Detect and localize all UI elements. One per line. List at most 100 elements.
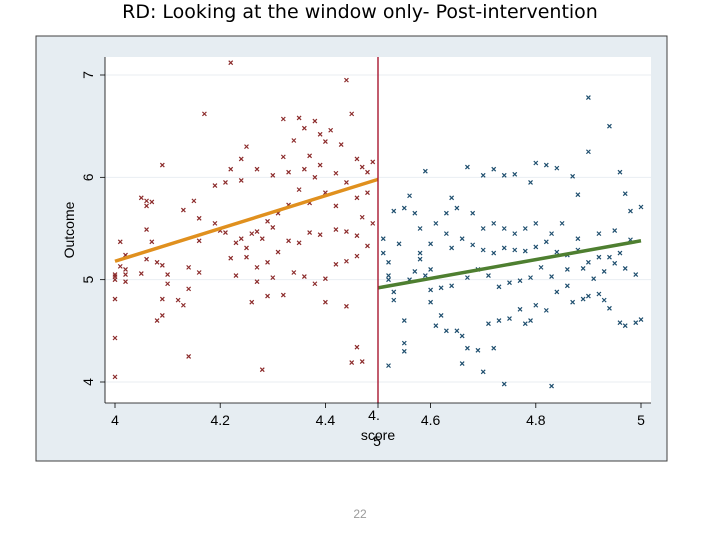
scatter-point — [123, 279, 128, 285]
scatter-point — [175, 297, 181, 303]
scatter-point — [212, 183, 218, 188]
scatter-point — [386, 273, 391, 278]
scatter-point — [622, 191, 628, 197]
scatter-point — [417, 250, 423, 256]
scatter-point — [391, 289, 397, 295]
scatter-point — [422, 168, 428, 174]
scatter-point — [344, 258, 349, 264]
scatter-point — [412, 269, 418, 274]
scatter-point — [607, 305, 612, 311]
scatter-point — [312, 118, 318, 124]
scatter-point — [617, 250, 623, 256]
scatter-point — [296, 115, 302, 121]
scatter-point — [365, 243, 370, 249]
x-tick-label: 5 — [637, 412, 645, 428]
scatter-point — [401, 318, 407, 324]
scatter-point — [322, 276, 328, 282]
scatter-point — [359, 214, 365, 220]
scatter-point — [459, 333, 465, 339]
scatter-point — [249, 231, 255, 237]
scatter-point — [622, 323, 628, 329]
scatter-point — [228, 60, 234, 66]
scatter-point — [607, 123, 612, 129]
scatter-point — [459, 361, 465, 367]
scatter-point — [265, 293, 270, 299]
scatter-point — [417, 256, 423, 262]
scatter-point — [291, 138, 297, 143]
scatter-point — [601, 297, 607, 303]
scatter-point — [491, 166, 497, 172]
scatter-point — [291, 270, 297, 275]
scatter-point — [422, 273, 428, 278]
scatter-point — [538, 264, 544, 270]
scatter-point — [301, 274, 307, 280]
scatter-point — [317, 232, 323, 238]
scatter-point — [344, 229, 349, 234]
scatter-point — [159, 296, 165, 302]
scatter-point — [186, 264, 192, 270]
scatter-point — [533, 302, 539, 308]
scatter-point — [238, 156, 244, 162]
x-tick-label: 4.4 — [316, 412, 336, 428]
scatter-point — [380, 250, 386, 256]
scatter-point — [270, 225, 276, 230]
scatter-point — [638, 204, 644, 210]
scatter-point — [191, 198, 197, 204]
scatter-point — [428, 287, 434, 293]
scatter-point — [412, 210, 418, 216]
scatter-point — [228, 166, 234, 172]
scatter-point — [459, 236, 465, 242]
scatter-point — [301, 166, 307, 172]
scatter-point — [349, 360, 355, 365]
scatter-point — [307, 153, 313, 159]
scatter-point — [533, 244, 539, 250]
fit-line — [114, 177, 379, 263]
scatter-point — [254, 264, 260, 270]
scatter-point — [123, 272, 128, 277]
scatter-point — [180, 302, 186, 308]
scatter-point — [580, 265, 586, 271]
scatter-point — [280, 292, 286, 298]
scatter-point — [223, 180, 228, 185]
scatter-point — [333, 203, 339, 209]
fit-lines — [114, 177, 642, 290]
scatter-point — [201, 111, 207, 117]
scatter-point — [517, 306, 523, 312]
scatter-point — [601, 269, 607, 274]
scatter-point — [543, 162, 549, 168]
scatter-point — [512, 231, 518, 237]
scatter-point — [533, 220, 539, 226]
cutoff-label-top: 4. — [368, 407, 380, 423]
scatter-point — [428, 241, 434, 247]
scatter-point — [228, 255, 234, 261]
scatter-point — [496, 318, 502, 324]
scatter-point — [433, 323, 439, 329]
scatter-point — [312, 174, 318, 180]
scatter-point — [196, 238, 202, 244]
scatter-point — [254, 166, 260, 172]
scatter-point — [464, 275, 470, 281]
scatter-point — [333, 170, 339, 176]
scatter-point — [417, 226, 423, 231]
scatter-point — [401, 340, 407, 346]
scatter-point — [522, 248, 528, 254]
scatter-point — [112, 272, 118, 277]
scatter-point — [501, 172, 507, 178]
scatter-point — [407, 193, 412, 199]
scatter-point — [559, 220, 565, 226]
y-tick-label: 7 — [80, 71, 96, 79]
scatter-point — [464, 345, 470, 351]
x-axis-ticks: 4 4.2 4.4 4.6 4.8 5 — [111, 403, 645, 428]
scatter-point — [296, 187, 302, 193]
scatter-point — [144, 203, 149, 209]
y-axis-title: Outcome — [61, 201, 77, 258]
scatter-point — [354, 195, 360, 201]
scatter-point — [622, 265, 628, 271]
scatter-point — [244, 254, 249, 260]
scatter-point — [344, 77, 349, 83]
scatter-point — [333, 261, 339, 267]
scatter-point — [280, 154, 286, 160]
scatter-point — [585, 293, 591, 299]
scatter-point — [480, 369, 486, 375]
